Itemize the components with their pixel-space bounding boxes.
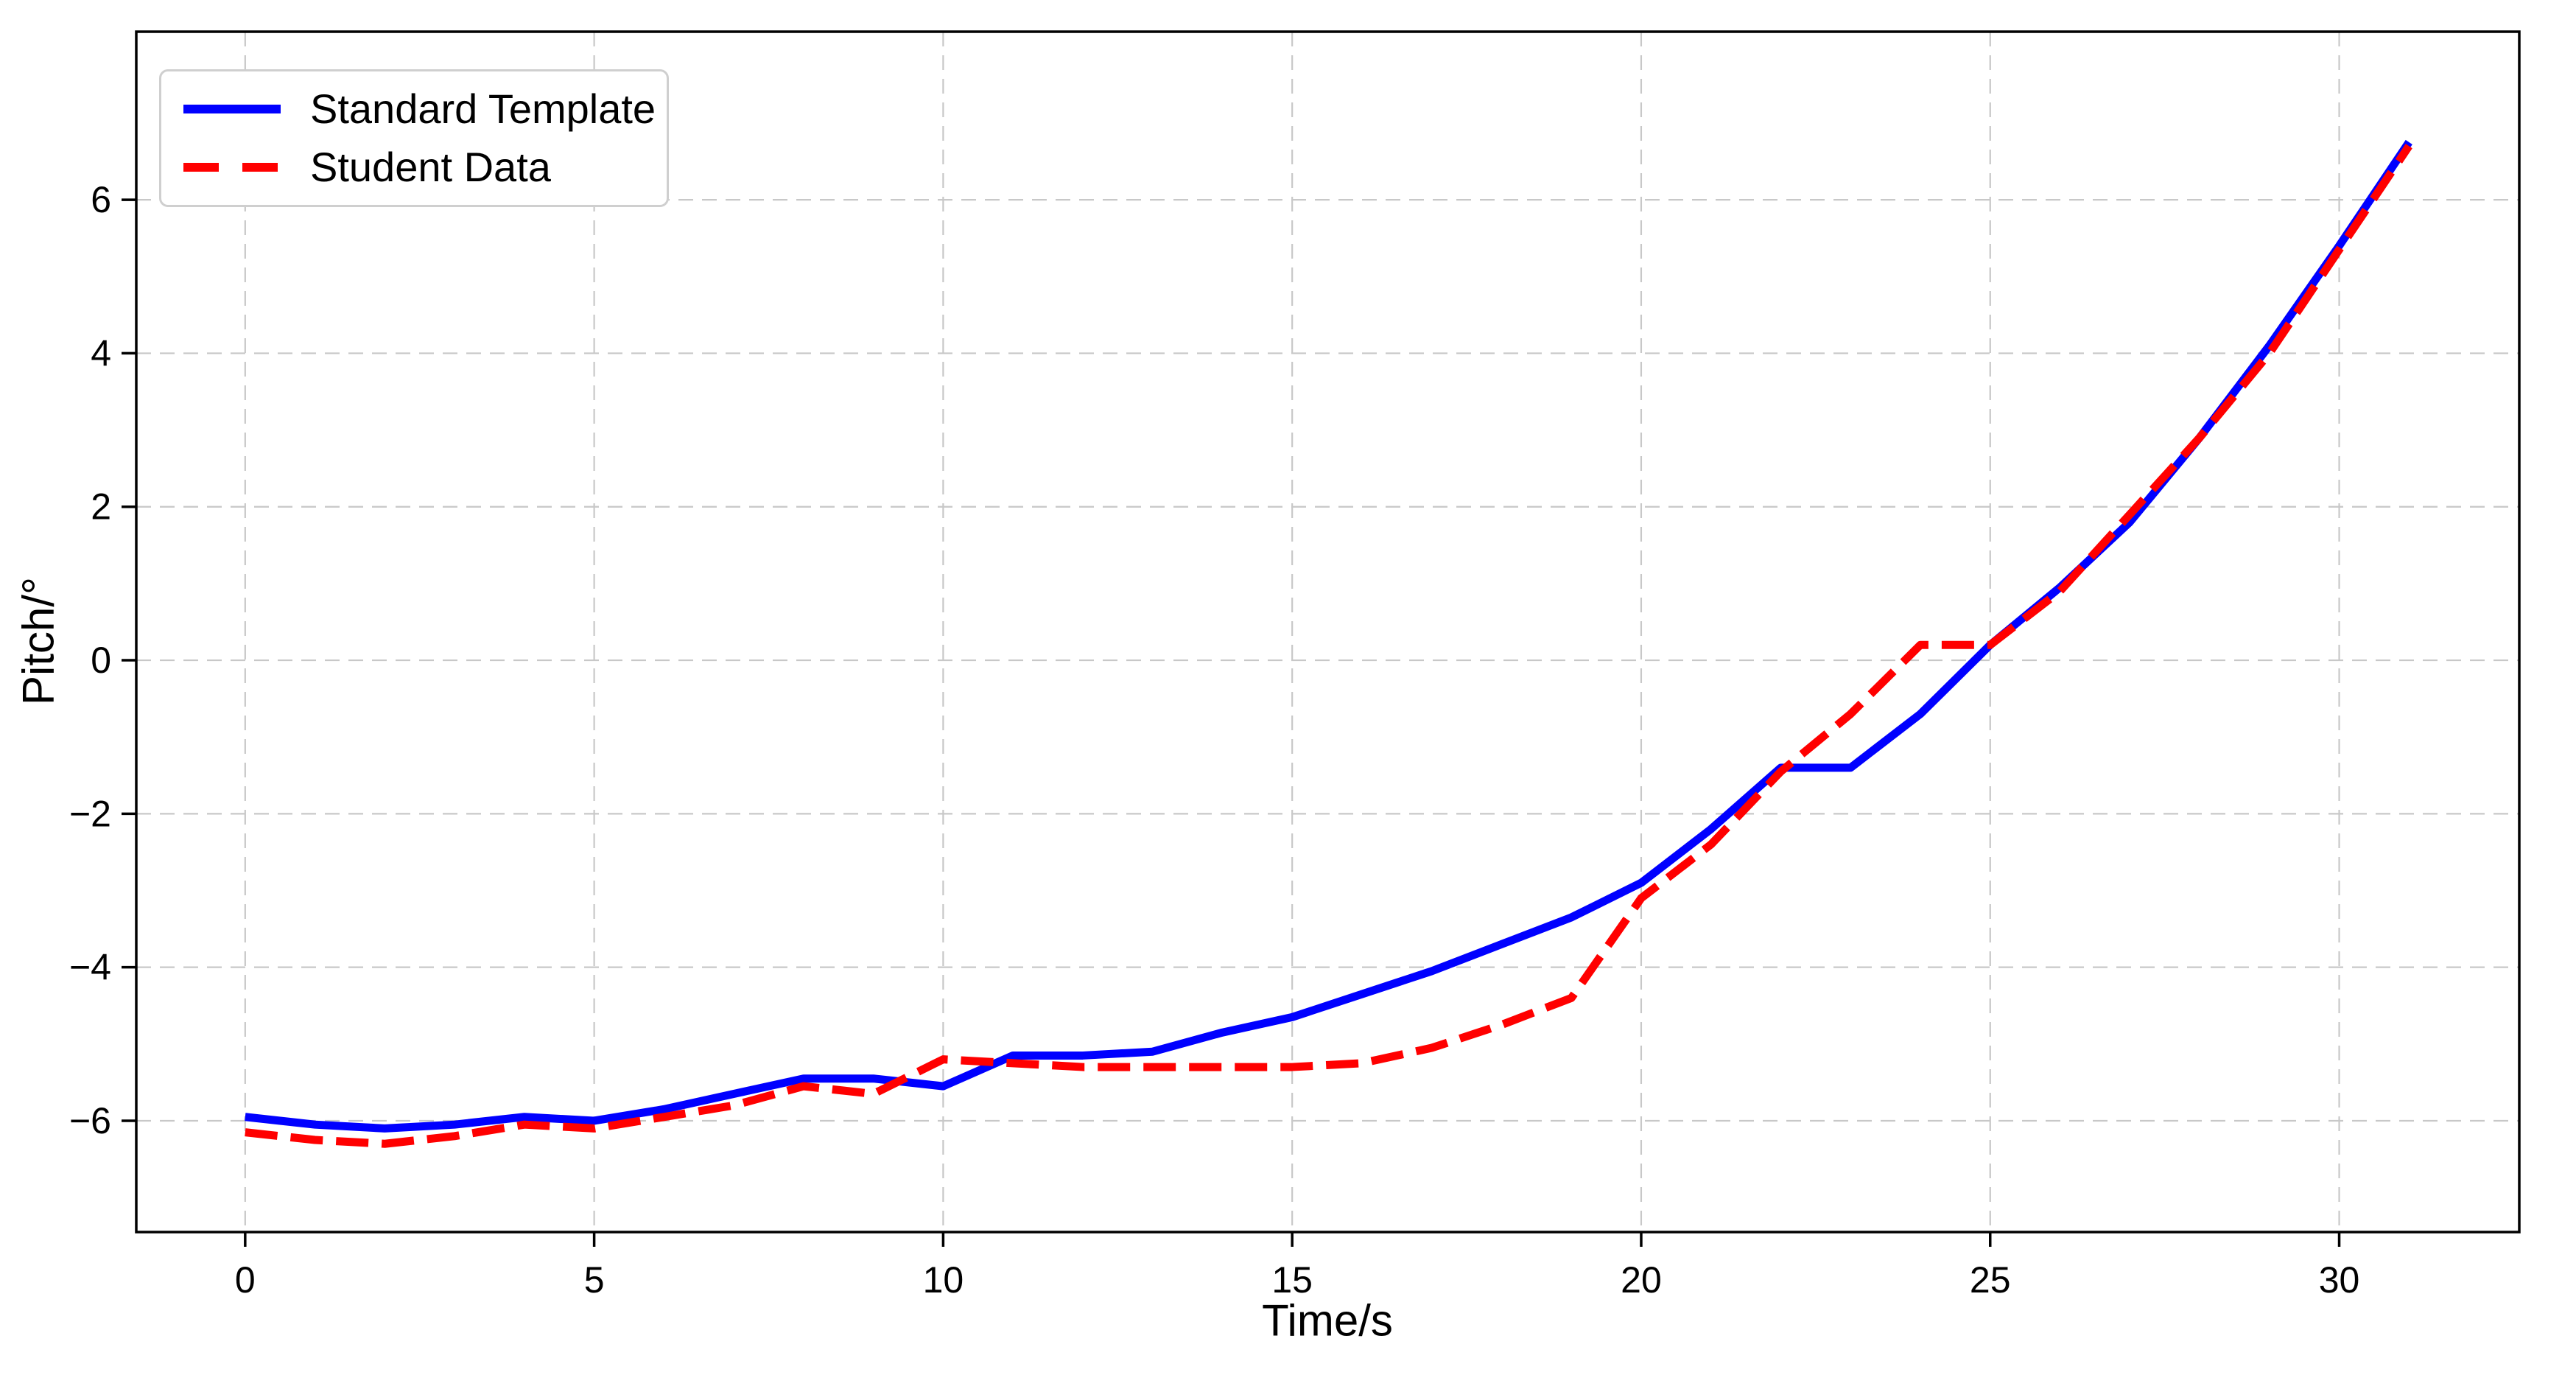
y-tick-label: −4 [69,947,111,988]
y-axis-label: Pitch/° [13,576,63,706]
x-tick-label: 20 [1621,1259,1662,1301]
y-tick-label: 4 [91,332,111,374]
legend-label: Student Data [310,144,551,190]
y-tick-label: 0 [91,640,111,681]
legend-item-student-data: Student Data [183,147,667,188]
x-tick-label: 30 [2319,1259,2360,1301]
x-tick-label: 0 [235,1259,256,1301]
y-tick-label: −2 [69,793,111,834]
legend-line-sample-solid [183,105,281,113]
x-tick-label: 10 [923,1259,964,1301]
y-tick-label: 6 [91,179,111,220]
plot-frame [135,30,2521,1234]
legend-item-standard-template: Standard Template [183,88,667,130]
series-line-standard-template [245,139,2412,1133]
x-axis-label: Time/s [1262,1295,1393,1346]
series-line-student-data [245,144,2412,1148]
y-tick-label: 2 [91,486,111,528]
legend-label: Standard Template [310,85,656,132]
x-tick-label: 15 [1271,1259,1313,1301]
legend: Standard Template Student Data [159,69,669,207]
y-tick-label: −6 [69,1100,111,1141]
x-tick-label: 5 [584,1259,605,1301]
legend-line-sample-dashed [183,163,281,172]
x-tick-label: 25 [1970,1259,2011,1301]
